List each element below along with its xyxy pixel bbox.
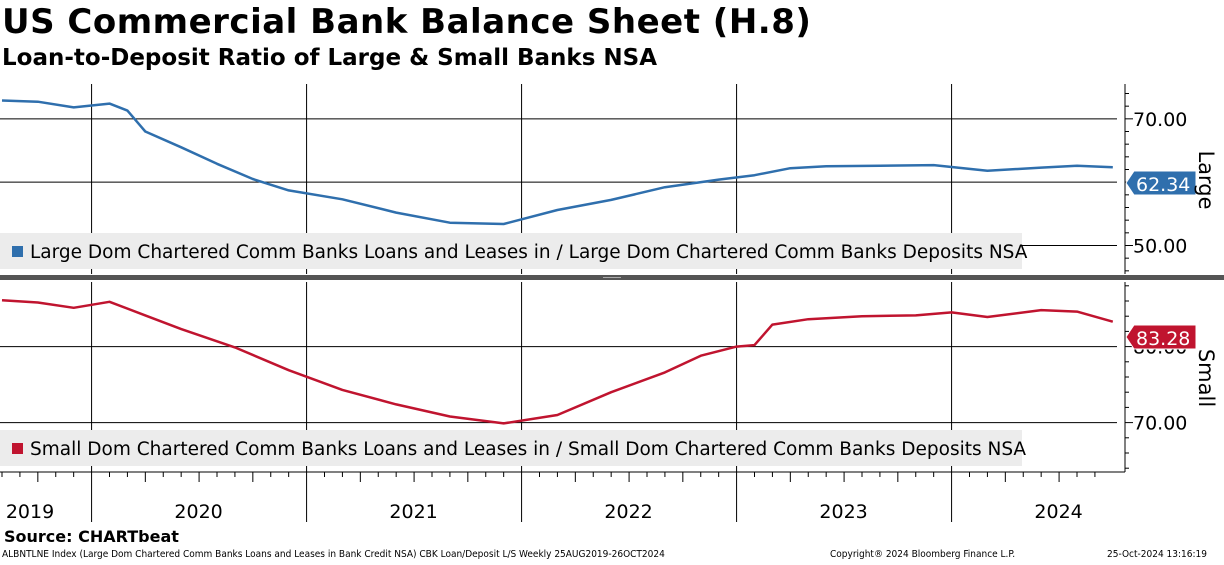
panel-label: Small	[1194, 349, 1218, 407]
chart-title: US Commercial Bank Balance Sheet (H.8)	[2, 2, 812, 42]
y-tick-label: 70.00	[1133, 413, 1187, 435]
legend-label: Small Dom Chartered Comm Banks Loans and…	[30, 439, 1026, 460]
y-tick-label: 50.00	[1133, 236, 1187, 258]
last-value-label: 83.28	[1136, 328, 1190, 350]
legend-box	[0, 233, 1022, 269]
last-value-tag	[1125, 324, 1197, 350]
legend-label: Large Dom Chartered Comm Banks Loans and…	[30, 242, 1028, 263]
x-tick-label: 2022	[604, 501, 652, 523]
panel-label: Large	[1194, 150, 1218, 209]
x-tick-label: 2023	[819, 501, 867, 523]
source-label: Source: CHARTbeat	[4, 527, 179, 546]
x-tick-label: 2019	[6, 501, 54, 523]
y-tick-label: 70.00	[1133, 109, 1187, 131]
legend-swatch	[12, 443, 23, 454]
footer-timestamp: 25-Oct-2024 13:16:19	[1107, 549, 1207, 560]
footer-index-description: ALBNTLNE Index (Large Dom Chartered Comm…	[2, 549, 665, 560]
legend-box	[0, 430, 1022, 466]
legend-swatch	[12, 246, 23, 257]
x-tick-label: 2024	[1034, 501, 1082, 523]
last-value-label: 62.34	[1136, 174, 1190, 196]
last-value-tag	[1125, 170, 1197, 196]
chart-subtitle: Loan-to-Deposit Ratio of Large & Small B…	[2, 45, 658, 71]
footer-copyright: Copyright® 2024 Bloomberg Finance L.P.	[830, 549, 1016, 560]
x-tick-label: 2021	[389, 501, 437, 523]
series-line-small	[1, 298, 1114, 425]
x-tick-label: 2020	[174, 501, 222, 523]
